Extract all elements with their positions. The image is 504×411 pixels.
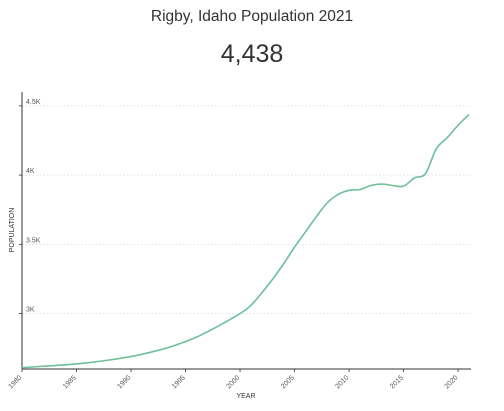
y-tick-group: 3K 3.5K 4K 4.5K	[19, 99, 41, 315]
y-tick-label: 4K	[26, 168, 35, 175]
chart-title: Rigby, Idaho Population 2021	[150, 8, 354, 25]
x-tick-label: 2000	[225, 374, 241, 390]
x-tick-label: 2005	[280, 374, 296, 390]
x-tick-label: 2010	[335, 374, 351, 390]
grid-lines	[22, 105, 471, 314]
x-tick-label: 1990	[116, 374, 132, 390]
population-value: 4,438	[220, 40, 284, 68]
y-tick-label: 3K	[26, 307, 35, 314]
x-tick-label: 1995	[171, 374, 187, 390]
y-axis-label: POPULATION	[9, 208, 16, 253]
x-tick-label: 1985	[62, 374, 78, 390]
x-tick-label: 2020	[444, 374, 460, 390]
population-line	[21, 113, 470, 369]
x-tick-label: 1980	[7, 374, 23, 390]
x-tick-group: 1980 1985 1990 1995 2000 2005 2010 2015 2020	[7, 369, 460, 390]
y-tick-label: 4.5K	[26, 99, 41, 106]
x-axis-label: YEAR	[236, 393, 255, 400]
x-tick-label: 2015	[389, 374, 405, 390]
y-tick-label: 3.5K	[26, 237, 41, 244]
